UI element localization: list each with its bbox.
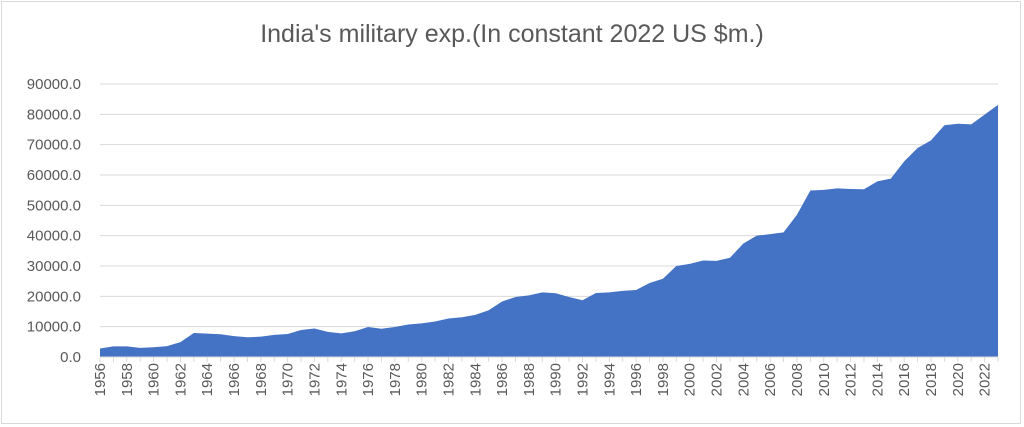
x-tick-label: 1966 bbox=[226, 363, 243, 396]
y-tick-label: 90000.0 bbox=[27, 76, 81, 93]
x-tick-label: 1970 bbox=[280, 363, 297, 396]
x-tick-label: 1968 bbox=[253, 363, 270, 396]
y-tick-label: 40000.0 bbox=[27, 228, 81, 245]
y-tick-label: 70000.0 bbox=[27, 137, 81, 154]
y-tick-label: 30000.0 bbox=[27, 258, 81, 275]
x-tick-label: 1998 bbox=[655, 363, 672, 396]
x-tick-label: 2020 bbox=[950, 363, 967, 396]
x-tick-label: 2002 bbox=[709, 363, 726, 396]
x-tick-label: 1994 bbox=[601, 363, 618, 396]
x-tick-label: 1972 bbox=[306, 363, 323, 396]
x-tick-label: 1956 bbox=[92, 363, 109, 396]
x-tick-label: 2014 bbox=[869, 363, 886, 396]
x-tick-label: 1964 bbox=[199, 363, 216, 396]
x-tick-label: 1976 bbox=[360, 363, 377, 396]
x-tick-label: 2008 bbox=[789, 363, 806, 396]
x-tick-label: 1990 bbox=[548, 363, 565, 396]
x-tick-label: 1986 bbox=[494, 363, 511, 396]
x-tick-label: 1996 bbox=[628, 363, 645, 396]
x-tick-label: 1960 bbox=[146, 363, 163, 396]
x-tick-label: 2004 bbox=[735, 363, 752, 396]
x-tick-label: 2022 bbox=[977, 363, 994, 396]
x-tick-label: 1974 bbox=[333, 363, 350, 396]
x-tick-label: 1958 bbox=[119, 363, 136, 396]
x-tick-label: 2006 bbox=[762, 363, 779, 396]
y-tick-label: 60000.0 bbox=[27, 167, 81, 184]
x-tick-label: 1962 bbox=[172, 363, 189, 396]
x-tick-label: 1988 bbox=[521, 363, 538, 396]
x-tick-label: 1980 bbox=[414, 363, 431, 396]
x-tick-label: 1984 bbox=[467, 363, 484, 396]
x-tick-label: 1978 bbox=[387, 363, 404, 396]
x-tick-label: 2016 bbox=[896, 363, 913, 396]
x-tick-label: 2012 bbox=[843, 363, 860, 396]
x-tick-label: 1992 bbox=[575, 363, 592, 396]
x-tick-label: 2010 bbox=[816, 363, 833, 396]
x-tick-label: 1982 bbox=[440, 363, 457, 396]
y-tick-label: 80000.0 bbox=[27, 106, 81, 123]
y-tick-label: 10000.0 bbox=[27, 319, 81, 336]
x-tick-label: 2000 bbox=[682, 363, 699, 396]
y-tick-label: 0.0 bbox=[60, 349, 81, 366]
chart-title: India's military exp.(In constant 2022 U… bbox=[260, 20, 764, 48]
area-series bbox=[100, 104, 998, 358]
y-tick-label: 20000.0 bbox=[27, 288, 81, 305]
x-tick-label: 2018 bbox=[923, 363, 940, 396]
y-tick-label: 50000.0 bbox=[27, 197, 81, 214]
